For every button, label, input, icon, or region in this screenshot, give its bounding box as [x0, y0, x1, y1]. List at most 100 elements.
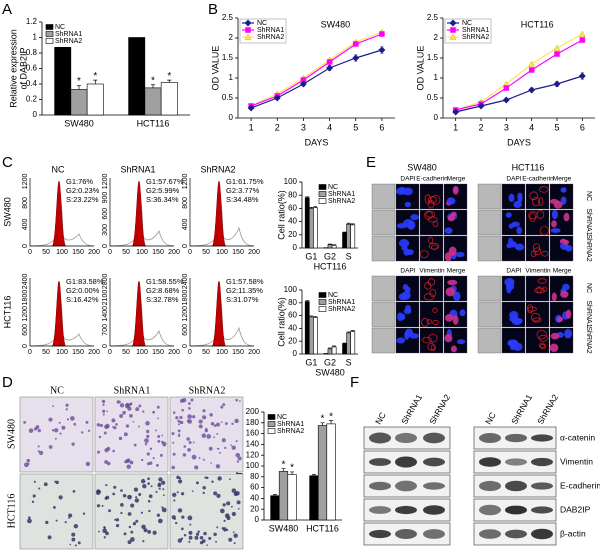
cell: [426, 319, 432, 325]
cell: [427, 216, 438, 223]
y-axis-label: OD VALUE: [210, 46, 220, 91]
error-bar: [329, 420, 334, 424]
cell: [51, 429, 55, 432]
error-bar: [350, 330, 355, 332]
band: [505, 458, 527, 466]
x-tick-label: 150: [72, 249, 84, 256]
legend-label: NC: [257, 20, 267, 27]
cell: [235, 452, 241, 458]
legend-label: ShRNA2: [328, 306, 355, 313]
series-line: [455, 33, 583, 111]
x-tick-label: S: [346, 357, 352, 367]
stain-label: E-cadherin: [416, 176, 448, 183]
cell: [560, 196, 567, 205]
series-line: [455, 39, 583, 111]
cell: [223, 529, 226, 532]
cell: [146, 434, 150, 439]
legend-label: NC: [277, 414, 287, 421]
axes: [29, 178, 94, 247]
cell: [71, 532, 76, 537]
cell: [171, 515, 176, 520]
cell: [58, 495, 63, 500]
cell: [134, 498, 140, 503]
cell: [401, 245, 408, 251]
cell: [187, 515, 193, 521]
cell: [129, 414, 133, 418]
point: [379, 31, 385, 37]
band: [505, 480, 527, 492]
y-tick-label: 40: [288, 217, 297, 226]
y-tick-label: 600: [22, 324, 29, 336]
cell: [178, 423, 180, 426]
cell: [237, 508, 240, 510]
cell: [538, 197, 544, 206]
y-tick-label: 0: [182, 244, 189, 248]
cell: [71, 442, 75, 446]
cell: [130, 530, 134, 534]
bar: [346, 332, 352, 355]
lane-label: ShRNA1: [509, 392, 534, 426]
cell: [159, 453, 163, 457]
y-tick-label: 600: [102, 208, 109, 220]
cell: [38, 450, 44, 456]
cell: [65, 408, 68, 411]
column-label: ShRNA1: [114, 385, 151, 396]
x-tick-label: 200: [168, 349, 180, 356]
cell: [177, 479, 183, 484]
cell: [563, 212, 570, 222]
cell: [147, 530, 152, 534]
panel-label: E: [366, 154, 376, 171]
cell: [138, 404, 142, 408]
cell: [150, 485, 153, 488]
cell: [61, 425, 66, 430]
y-tick-label: 140: [246, 440, 260, 449]
error-bar: [305, 196, 310, 198]
cell: [113, 485, 117, 489]
gate-stat: G1:76%: [66, 177, 93, 186]
cell: [532, 317, 542, 323]
y-tick-label: 200: [246, 407, 260, 416]
band: [531, 482, 553, 490]
x-tick-label: 150: [152, 349, 164, 356]
x-tick-label: 1: [453, 122, 458, 132]
y-tick-label: 900: [102, 192, 109, 204]
cell: [550, 332, 560, 340]
cell: [505, 212, 512, 218]
cell: [427, 342, 436, 351]
cell: [515, 243, 525, 251]
cell: [177, 434, 181, 438]
point: [452, 108, 460, 116]
cell: [181, 515, 185, 519]
x-tick-label: 200: [248, 349, 260, 356]
band: [423, 482, 445, 490]
y-tick-label: 800: [22, 197, 29, 209]
cell: [457, 339, 466, 345]
cell: [534, 287, 545, 294]
bar: [144, 87, 162, 116]
cell: [422, 336, 432, 344]
cell: [213, 436, 216, 439]
error-bar: [272, 494, 277, 496]
cell: [146, 452, 150, 456]
cell: [120, 503, 124, 507]
y-tick-label: 1.5: [222, 53, 234, 62]
cell: [127, 512, 132, 516]
cell: [102, 413, 105, 416]
cell: [59, 432, 62, 435]
legend-label: ShRNA1: [55, 31, 82, 38]
cell: [161, 434, 164, 437]
cell: [427, 196, 438, 204]
y-tick-label: 160: [246, 429, 260, 438]
x-tick-label: 3: [301, 122, 306, 132]
protein-label: Vimentin: [560, 456, 593, 466]
legend-swatch: [45, 38, 54, 44]
series-line: [455, 75, 583, 113]
column-label: NC: [52, 164, 65, 174]
x-tick-label: 200: [168, 249, 180, 256]
bar: [309, 475, 319, 521]
cell: [216, 526, 219, 529]
y-tick-label: 0.5: [427, 93, 439, 102]
cell: [138, 493, 142, 497]
bar: [346, 223, 352, 249]
